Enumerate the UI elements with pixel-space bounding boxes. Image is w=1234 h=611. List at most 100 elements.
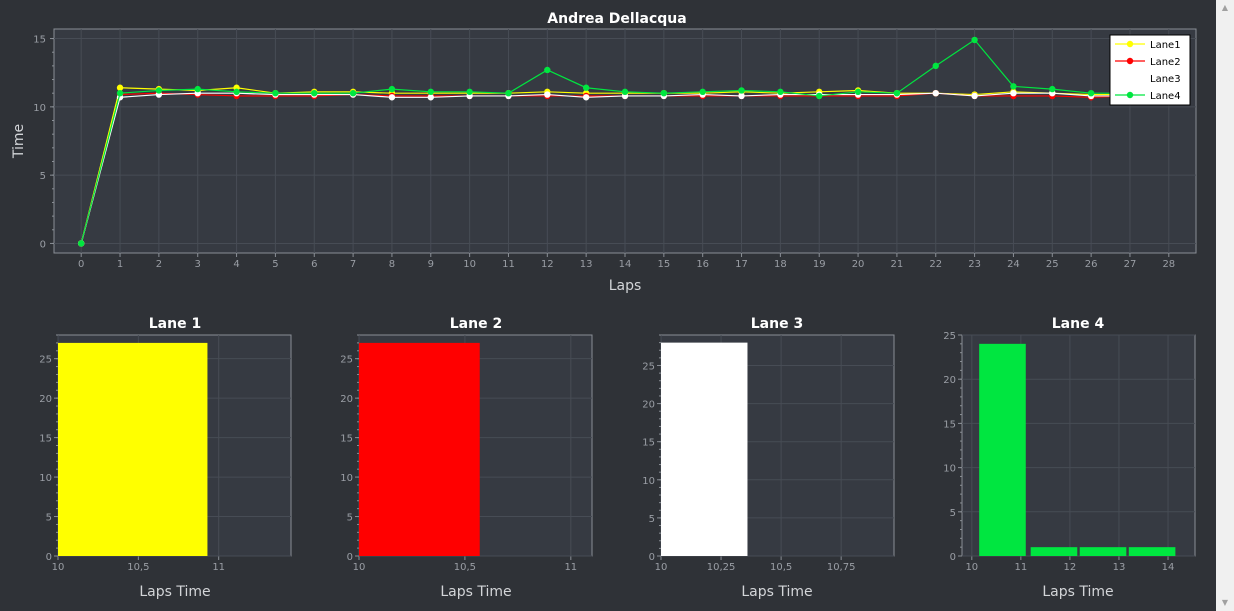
y-tick-label: 25 bbox=[340, 355, 353, 366]
data-point bbox=[116, 89, 124, 97]
histogram-bar bbox=[1079, 547, 1127, 556]
histogram-title: Lane 3 bbox=[751, 316, 803, 332]
x-tick-label: 0 bbox=[78, 259, 84, 270]
x-tick-label: 1 bbox=[117, 259, 123, 270]
histogram-bar bbox=[1128, 547, 1176, 556]
histogram-title: Lane 1 bbox=[149, 316, 201, 332]
y-tick-label: 15 bbox=[943, 419, 956, 430]
data-point bbox=[388, 94, 396, 101]
y-tick-label: 20 bbox=[39, 394, 52, 405]
x-axis-label: Laps bbox=[609, 278, 642, 294]
data-point bbox=[816, 92, 823, 100]
y-tick-label: 0 bbox=[46, 552, 52, 563]
histogram-x-axis-label: Laps Time bbox=[440, 584, 511, 600]
y-tick-label: 10 bbox=[33, 103, 46, 114]
y-tick-label: 10 bbox=[39, 473, 52, 484]
x-tick-label: 4 bbox=[233, 259, 239, 270]
x-tick-label: 28 bbox=[1162, 259, 1175, 270]
y-tick-label: 5 bbox=[40, 171, 46, 182]
data-point bbox=[77, 240, 85, 247]
data-point bbox=[1087, 89, 1095, 97]
y-axis-label: Time bbox=[11, 124, 27, 159]
data-point bbox=[116, 84, 124, 91]
histogram-x-axis-label: Laps Time bbox=[1042, 584, 1113, 600]
y-tick-label: 5 bbox=[649, 514, 655, 525]
data-point bbox=[932, 62, 939, 70]
x-tick-label: 23 bbox=[968, 259, 981, 270]
data-point bbox=[272, 89, 279, 97]
y-tick-label: 5 bbox=[46, 513, 52, 524]
data-point bbox=[311, 89, 318, 97]
legend-label: Lane1 bbox=[1150, 40, 1181, 51]
data-point bbox=[738, 87, 745, 94]
x-tick-label: 10,5 bbox=[127, 562, 149, 573]
histogram-bar bbox=[1030, 547, 1078, 556]
y-tick-label: 20 bbox=[642, 400, 655, 411]
x-tick-label: 3 bbox=[195, 259, 201, 270]
legend-swatch-marker bbox=[1126, 57, 1134, 65]
x-tick-label: 11 bbox=[502, 259, 515, 270]
y-tick-label: 10 bbox=[642, 476, 655, 487]
x-tick-label: 14 bbox=[1162, 562, 1175, 573]
data-point bbox=[427, 88, 434, 96]
x-tick-label: 25 bbox=[1046, 259, 1059, 270]
data-point bbox=[893, 89, 901, 97]
y-tick-label: 15 bbox=[642, 438, 655, 449]
x-tick-label: 6 bbox=[311, 259, 317, 270]
x-tick-label: 10 bbox=[965, 562, 978, 573]
x-tick-label: 11 bbox=[564, 562, 577, 573]
histogram-bar bbox=[359, 342, 480, 556]
data-point bbox=[582, 84, 590, 91]
data-point bbox=[505, 89, 512, 97]
histogram-x-axis-label: Laps Time bbox=[741, 584, 812, 600]
data-point bbox=[194, 85, 201, 93]
data-point bbox=[582, 94, 590, 101]
scroll-up-icon[interactable]: ▲ bbox=[1221, 3, 1229, 12]
data-point bbox=[777, 88, 784, 96]
y-tick-label: 15 bbox=[39, 434, 52, 445]
x-tick-label: 7 bbox=[350, 259, 356, 270]
legend-swatch-marker bbox=[1126, 74, 1134, 82]
x-tick-label: 11 bbox=[212, 562, 225, 573]
y-tick-label: 20 bbox=[340, 394, 353, 405]
y-tick-label: 15 bbox=[340, 434, 353, 445]
vertical-scrollbar[interactable]: ▲ ▼ bbox=[1216, 0, 1234, 611]
x-tick-label: 2 bbox=[156, 259, 162, 270]
x-tick-label: 10,75 bbox=[827, 562, 856, 573]
scrollbar-thumb[interactable] bbox=[1217, 16, 1233, 595]
x-tick-label: 24 bbox=[1007, 259, 1020, 270]
data-point bbox=[1010, 89, 1017, 97]
data-point bbox=[388, 85, 396, 93]
y-tick-label: 0 bbox=[950, 552, 956, 563]
y-tick-label: 5 bbox=[950, 508, 956, 519]
y-tick-label: 15 bbox=[33, 35, 46, 46]
data-point bbox=[427, 94, 434, 101]
data-point bbox=[971, 36, 978, 44]
histogram-bar bbox=[661, 342, 748, 556]
legend-label: Lane3 bbox=[1150, 74, 1181, 85]
x-tick-label: 14 bbox=[619, 259, 632, 270]
data-point bbox=[971, 92, 978, 100]
y-tick-label: 25 bbox=[943, 331, 956, 342]
y-tick-label: 10 bbox=[340, 473, 353, 484]
legend: Lane1 Lane2 Lane3 Lane4 bbox=[1109, 34, 1191, 106]
series-line bbox=[80, 39, 1130, 244]
x-tick-label: 20 bbox=[852, 259, 865, 270]
data-point bbox=[621, 88, 629, 96]
data-point bbox=[155, 87, 163, 94]
x-tick-label: 11 bbox=[1014, 562, 1027, 573]
y-tick-label: 25 bbox=[39, 355, 52, 366]
x-tick-label: 10 bbox=[463, 259, 476, 270]
x-tick-label: 8 bbox=[389, 259, 395, 270]
x-tick-label: 22 bbox=[929, 259, 942, 270]
x-tick-label: 13 bbox=[580, 259, 593, 270]
x-tick-label: 12 bbox=[541, 259, 554, 270]
scroll-down-icon[interactable]: ▼ bbox=[1221, 598, 1229, 607]
data-point bbox=[660, 89, 668, 97]
data-point bbox=[544, 66, 551, 74]
x-tick-label: 10 bbox=[353, 562, 366, 573]
data-point bbox=[854, 88, 862, 96]
y-tick-label: 20 bbox=[943, 375, 956, 386]
data-point bbox=[738, 92, 745, 100]
x-tick-label: 10,25 bbox=[707, 562, 736, 573]
